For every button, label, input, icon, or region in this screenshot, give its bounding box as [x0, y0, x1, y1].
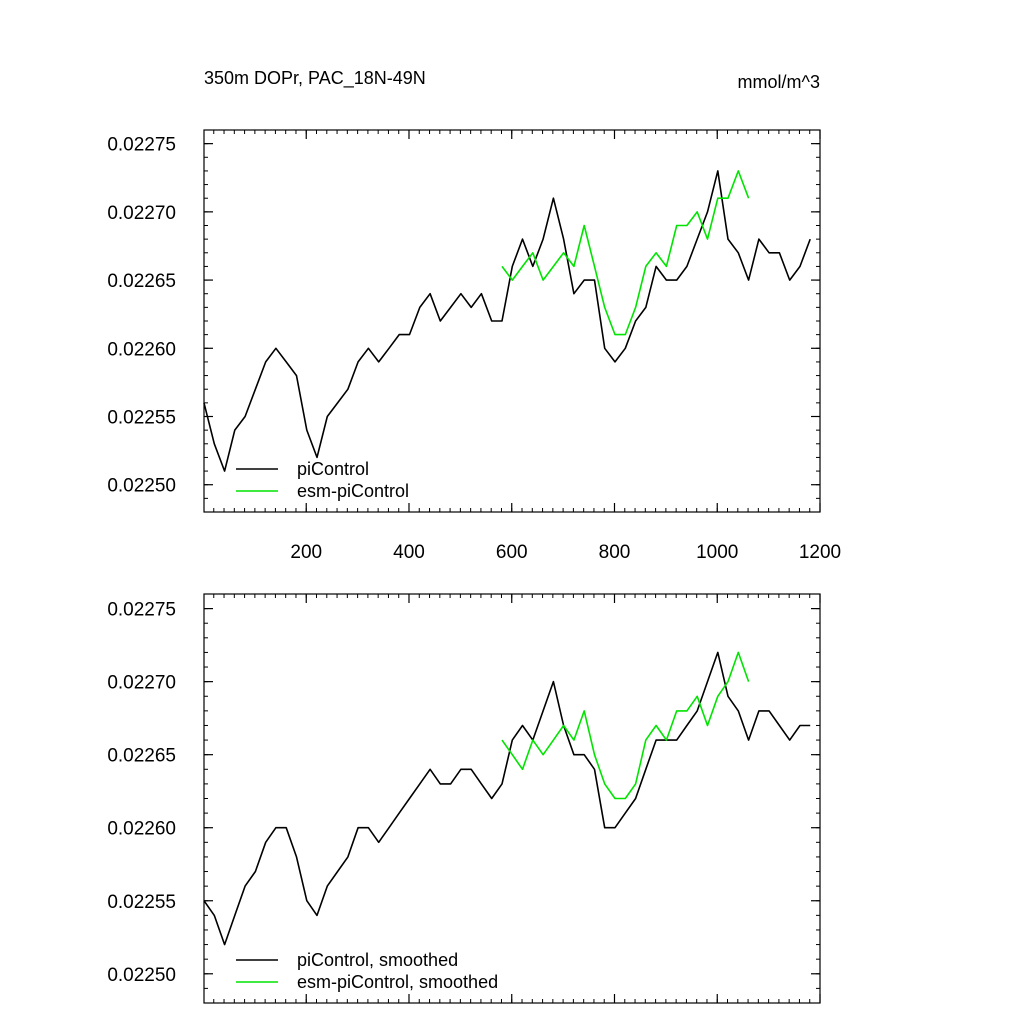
y-tick-label: 0.02255: [107, 408, 176, 429]
y-tick-label: 0.02250: [107, 965, 176, 986]
chart-title: 350m DOPr, PAC_18N-49N: [204, 68, 426, 89]
y-tick-label: 0.02260: [107, 819, 176, 840]
y-tick-label: 0.02265: [107, 271, 176, 292]
x-tick-label: 200: [290, 542, 322, 563]
series-line-esm-picontrol-smoothed: [501, 651, 750, 800]
x-tick-label: 800: [599, 542, 631, 563]
legend-label: piControl, smoothed: [297, 950, 458, 970]
units-label: mmol/m^3: [738, 72, 820, 92]
y-tick-label: 0.02265: [107, 746, 176, 767]
bottom-panel: 0.02250 0.02255 0.02260 0.02265 0.02270 0.022…: [107, 593, 821, 1004]
y-tick-label: 0.02270: [107, 203, 176, 224]
legend-label: esm-piControl, smoothed: [297, 972, 498, 992]
x-tick-label: 1200: [799, 542, 841, 563]
y-tick-label: 0.02270: [107, 673, 176, 694]
y-tick-label: 0.02260: [107, 339, 176, 360]
legend-label: esm-piControl: [297, 481, 409, 501]
x-tick-label: 1000: [696, 542, 738, 563]
top-panel: 0.02250 0.02255 0.02260 0.02265 0.02270 0.022…: [107, 129, 841, 563]
y-tick-label: 0.02275: [107, 600, 176, 621]
plot-frame: [203, 129, 821, 513]
legend-label: piControl: [297, 459, 369, 479]
y-tick-label: 0.02255: [107, 892, 176, 913]
x-tick-label: 600: [496, 542, 528, 563]
series-line-picontrol-smoothed: [203, 651, 811, 946]
x-tick-label: 400: [393, 542, 425, 563]
series-line-esm-picontrol: [501, 170, 750, 336]
y-tick-label: 0.02250: [107, 476, 176, 497]
y-tick-label: 0.02275: [107, 135, 176, 156]
plot-frame: [203, 593, 821, 1004]
series-line-picontrol: [203, 170, 811, 472]
